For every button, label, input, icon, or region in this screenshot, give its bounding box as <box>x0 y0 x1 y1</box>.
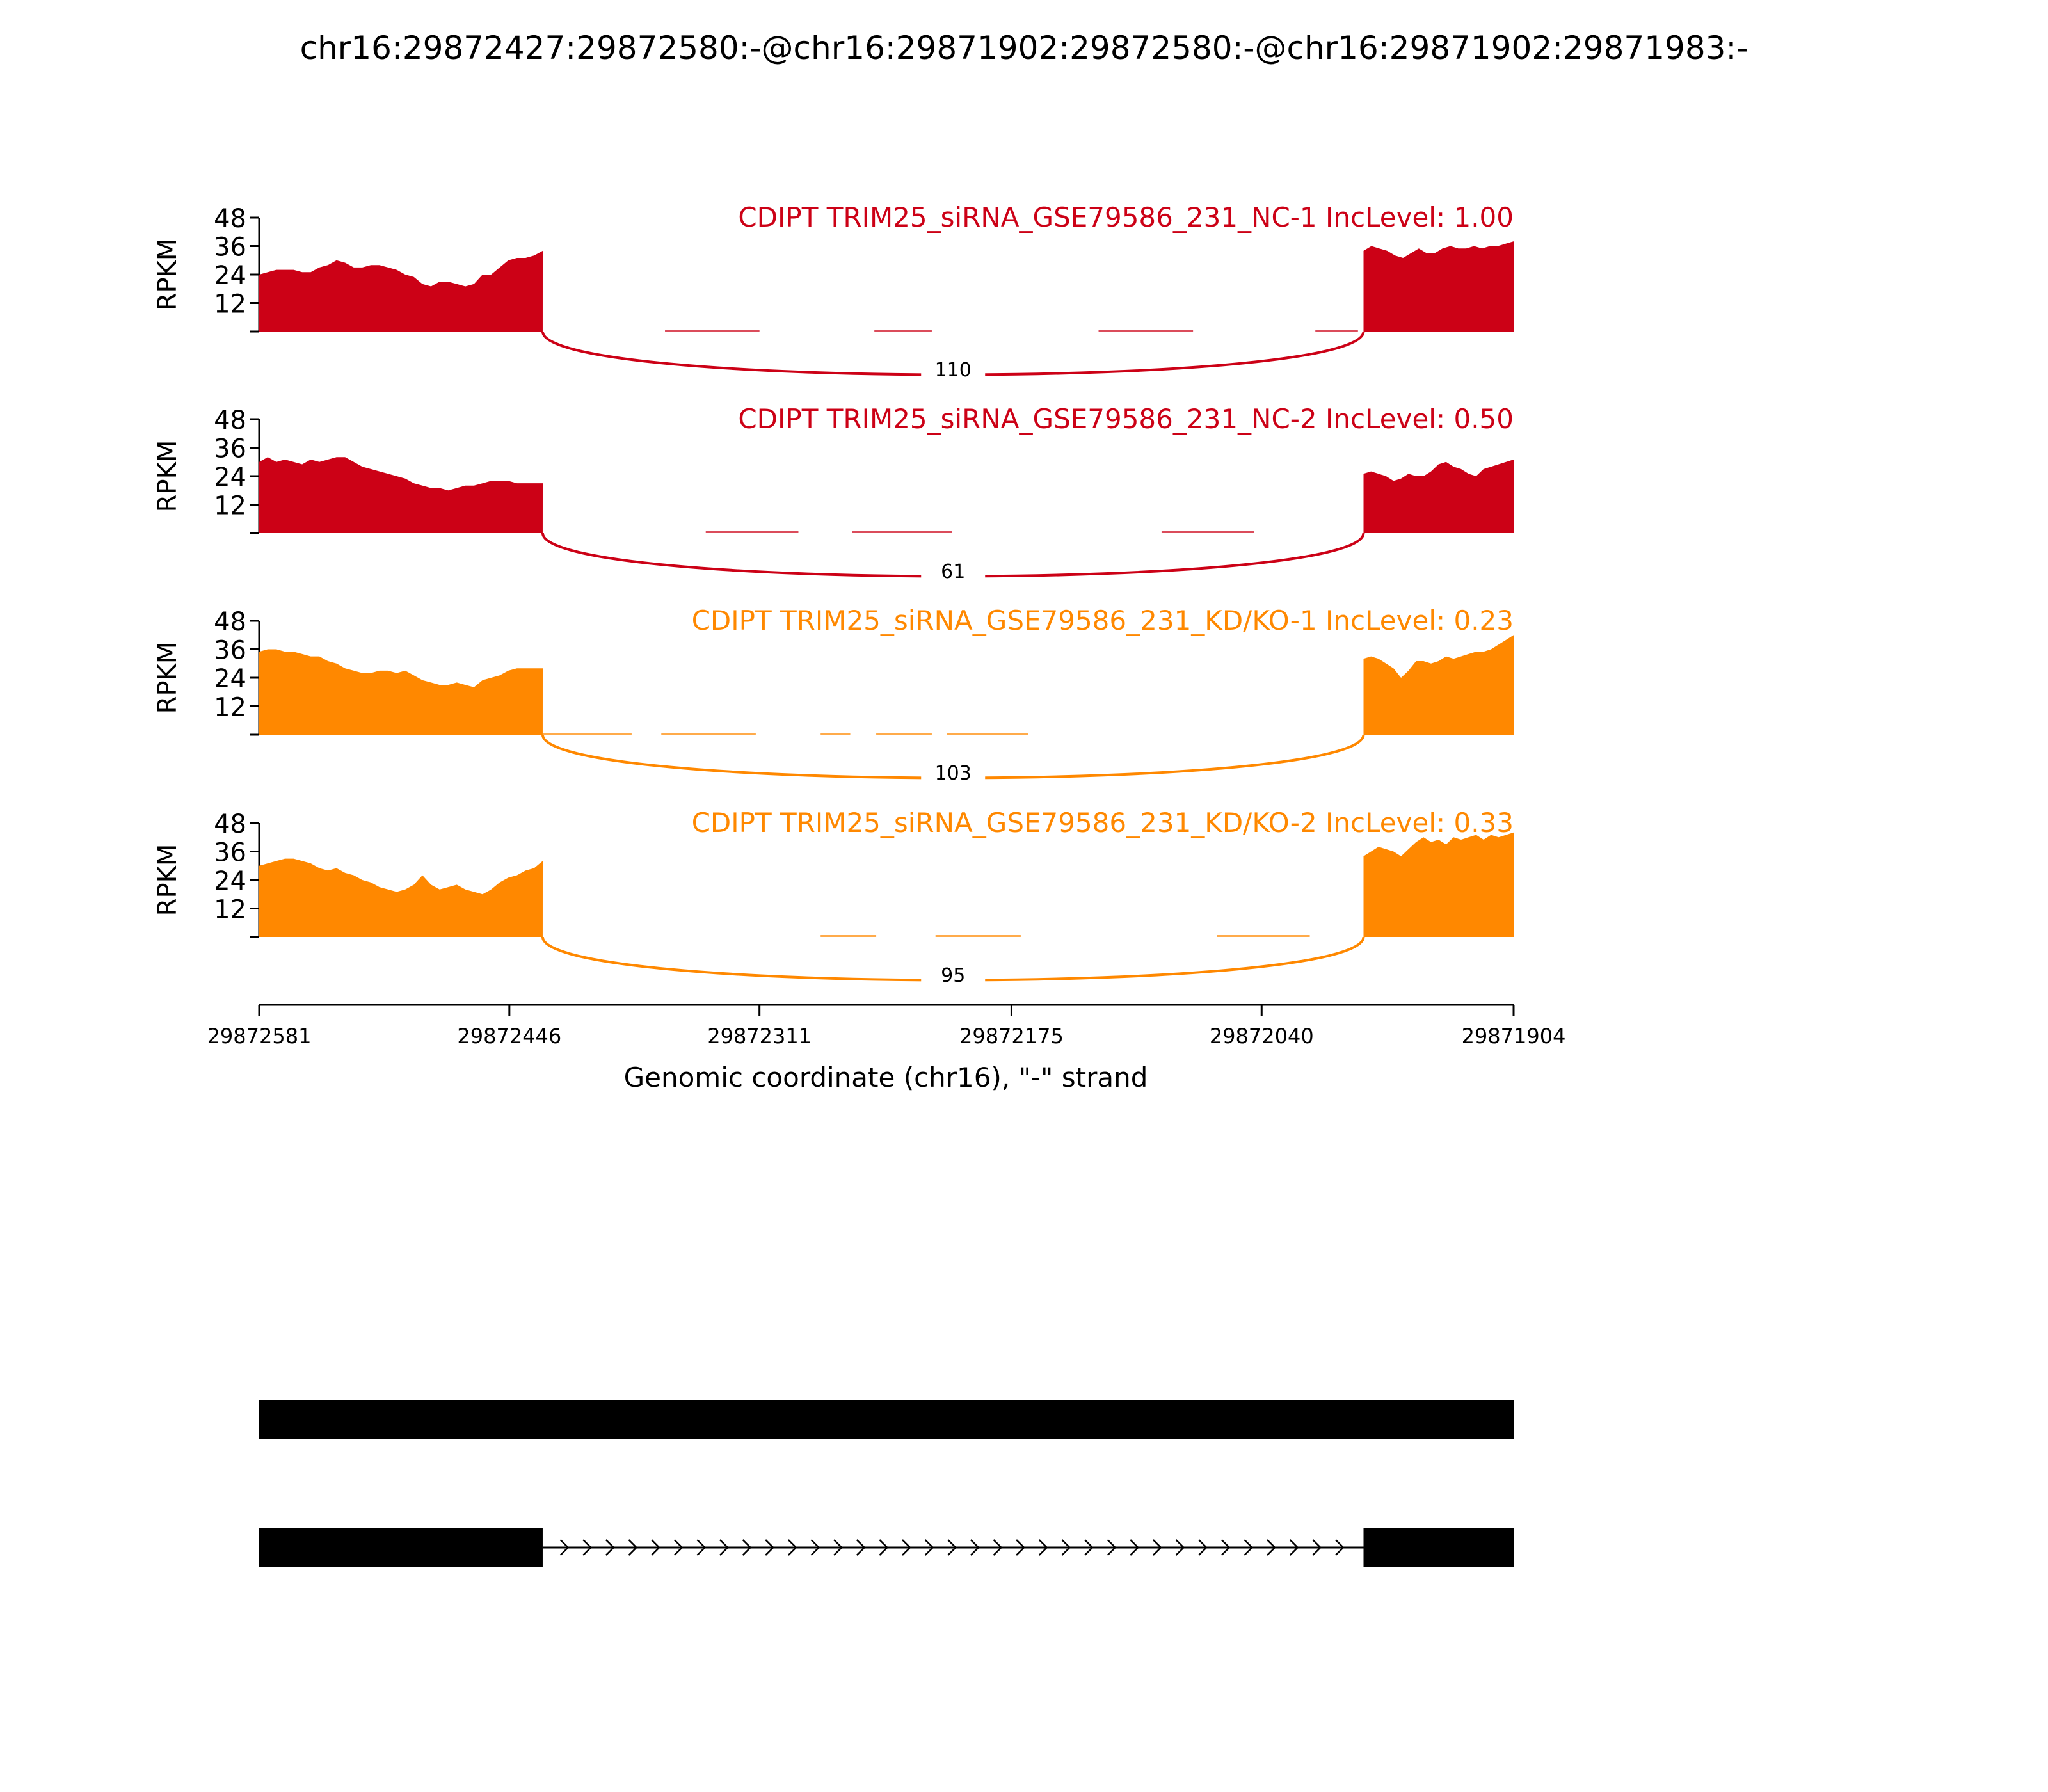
track-label: CDIPT TRIM25_siRNA_GSE79586_231_KD/KO-2 … <box>692 807 1514 838</box>
y-tick-label: 36 <box>214 636 246 666</box>
strand-arrow <box>696 1539 707 1556</box>
strand-arrow <box>742 1539 752 1556</box>
y-tick-label: 24 <box>214 664 246 694</box>
strand-arrow <box>1061 1539 1071 1556</box>
track-label: CDIPT TRIM25_siRNA_GSE79586_231_KD/KO-1 … <box>692 605 1514 636</box>
strand-arrow <box>924 1539 934 1556</box>
y-tick-label: 36 <box>214 435 246 464</box>
strand-arrow <box>993 1539 1003 1556</box>
strand-arrow <box>856 1539 866 1556</box>
coverage-exon-2 <box>1363 460 1514 533</box>
strand-arrow <box>1312 1539 1322 1556</box>
strand-arrow <box>651 1539 660 1556</box>
strand-arrow <box>970 1539 980 1556</box>
coverage-exon-2 <box>1363 635 1514 735</box>
x-tick-label: 29872175 <box>959 1024 1064 1048</box>
y-axis-label: RPKM <box>153 440 182 513</box>
coverage-exon-1 <box>259 858 543 937</box>
strand-arrow <box>1038 1539 1048 1556</box>
strand-arrow <box>1220 1539 1231 1556</box>
y-tick-label: 12 <box>214 492 246 521</box>
strand-arrow <box>1016 1539 1025 1556</box>
track-label: CDIPT TRIM25_siRNA_GSE79586_231_NC-1 Inc… <box>738 202 1514 233</box>
x-axis: 29872581 29872446 29872311 29872175 29872040… <box>207 1004 1566 1093</box>
isoform-2-exon-2 <box>1363 1528 1514 1567</box>
strand-arrow <box>1084 1539 1094 1556</box>
coverage-exon-2 <box>1363 241 1514 332</box>
strand-arrow <box>810 1539 820 1556</box>
y-tick-label: 36 <box>214 838 246 868</box>
junction-count-box <box>921 957 986 989</box>
x-tick-label: 29872311 <box>707 1024 812 1048</box>
strand-arrow <box>1267 1539 1276 1556</box>
coverage-exon-1 <box>259 649 543 735</box>
gene-structures <box>259 1400 1514 1567</box>
y-tick-label: 24 <box>214 261 246 291</box>
y-tick-label: 12 <box>214 290 246 319</box>
figure-title: chr16:29872427:29872580:-@chr16:29871902… <box>300 29 1748 67</box>
strand-arrow <box>559 1539 570 1556</box>
junction-count: 110 <box>935 359 972 381</box>
y-tick-label: 48 <box>214 406 246 435</box>
y-tick-label: 48 <box>214 204 246 234</box>
x-axis-label: Genomic coordinate (chr16), "-" strand <box>624 1062 1148 1093</box>
strand-arrow <box>787 1539 797 1556</box>
junction-count-box <box>921 554 986 586</box>
strand-arrow <box>1130 1539 1139 1556</box>
junction-count-box <box>921 755 986 787</box>
y-axis-label: RPKM <box>153 844 182 916</box>
strand-arrow <box>673 1539 684 1556</box>
track-label: CDIPT TRIM25_siRNA_GSE79586_231_NC-2 Inc… <box>738 403 1514 435</box>
strand-arrow <box>1334 1539 1345 1556</box>
junction-count: 103 <box>935 762 972 785</box>
strand-arrow <box>1289 1539 1299 1556</box>
x-tick-label: 29871904 <box>1462 1024 1566 1048</box>
strand-arrow <box>582 1539 592 1556</box>
y-tick-label: 48 <box>214 810 246 839</box>
y-tick-label: 36 <box>214 233 246 262</box>
coverage-exon-1 <box>259 250 543 332</box>
x-tick-label: 29872581 <box>207 1024 312 1048</box>
isoform-2-exon-1 <box>259 1528 543 1567</box>
x-tick-label: 29872446 <box>457 1024 561 1048</box>
y-tick-label: 24 <box>214 463 246 492</box>
strand-arrow <box>1198 1539 1208 1556</box>
strand-arrow <box>902 1539 911 1556</box>
junction-count: 95 <box>941 964 965 987</box>
coverage-exon-2 <box>1363 832 1514 937</box>
strand-arrow <box>765 1539 774 1556</box>
strand-arrow <box>1107 1539 1117 1556</box>
y-axis-label: RPKM <box>153 642 182 714</box>
y-tick-label: 48 <box>214 607 246 637</box>
strand-arrow <box>628 1539 638 1556</box>
y-tick-label: 12 <box>214 693 246 723</box>
strand-arrow <box>719 1539 729 1556</box>
strand-arrow <box>1152 1539 1162 1556</box>
junction-count-box <box>921 352 986 384</box>
y-tick-label: 12 <box>214 895 246 925</box>
x-tick-label: 29872040 <box>1210 1024 1314 1048</box>
y-axis-label: RPKM <box>153 239 182 311</box>
strand-arrow <box>605 1539 615 1556</box>
strand-arrow <box>1244 1539 1254 1556</box>
strand-arrow <box>879 1539 889 1556</box>
strand-arrow <box>833 1539 843 1556</box>
strand-arrow <box>947 1539 957 1556</box>
junction-count: 61 <box>941 561 965 583</box>
isoform-1-exon <box>259 1400 1514 1439</box>
strand-arrow <box>1175 1539 1185 1556</box>
y-tick-label: 24 <box>214 867 246 896</box>
coverage-exon-1 <box>259 457 543 533</box>
